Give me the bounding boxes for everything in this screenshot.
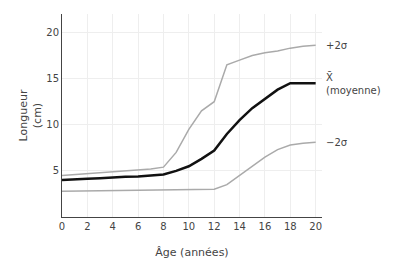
- svg-text:2: 2: [84, 221, 90, 232]
- svg-text:20: 20: [46, 27, 59, 38]
- svg-text:12: 12: [208, 221, 221, 232]
- svg-text:14: 14: [233, 221, 246, 232]
- svg-text:15: 15: [46, 73, 59, 84]
- svg-text:0: 0: [59, 221, 65, 232]
- svg-text:6: 6: [135, 221, 141, 232]
- svg-text:20: 20: [309, 221, 322, 232]
- svg-text:16: 16: [259, 221, 272, 232]
- svg-text:X̄(moyenne): X̄(moyenne): [326, 71, 381, 96]
- svg-text:10: 10: [182, 221, 195, 232]
- svg-text:5: 5: [53, 165, 59, 176]
- svg-text:18: 18: [284, 221, 297, 232]
- svg-text:Âge (années): Âge (années): [155, 246, 228, 259]
- svg-text:+2σ: +2σ: [326, 40, 348, 51]
- svg-text:8: 8: [160, 221, 166, 232]
- svg-text:4: 4: [110, 221, 116, 232]
- svg-text:10: 10: [46, 119, 59, 130]
- svg-text:Longueur(cm): Longueur(cm): [17, 89, 44, 141]
- svg-text:−2σ: −2σ: [326, 137, 348, 148]
